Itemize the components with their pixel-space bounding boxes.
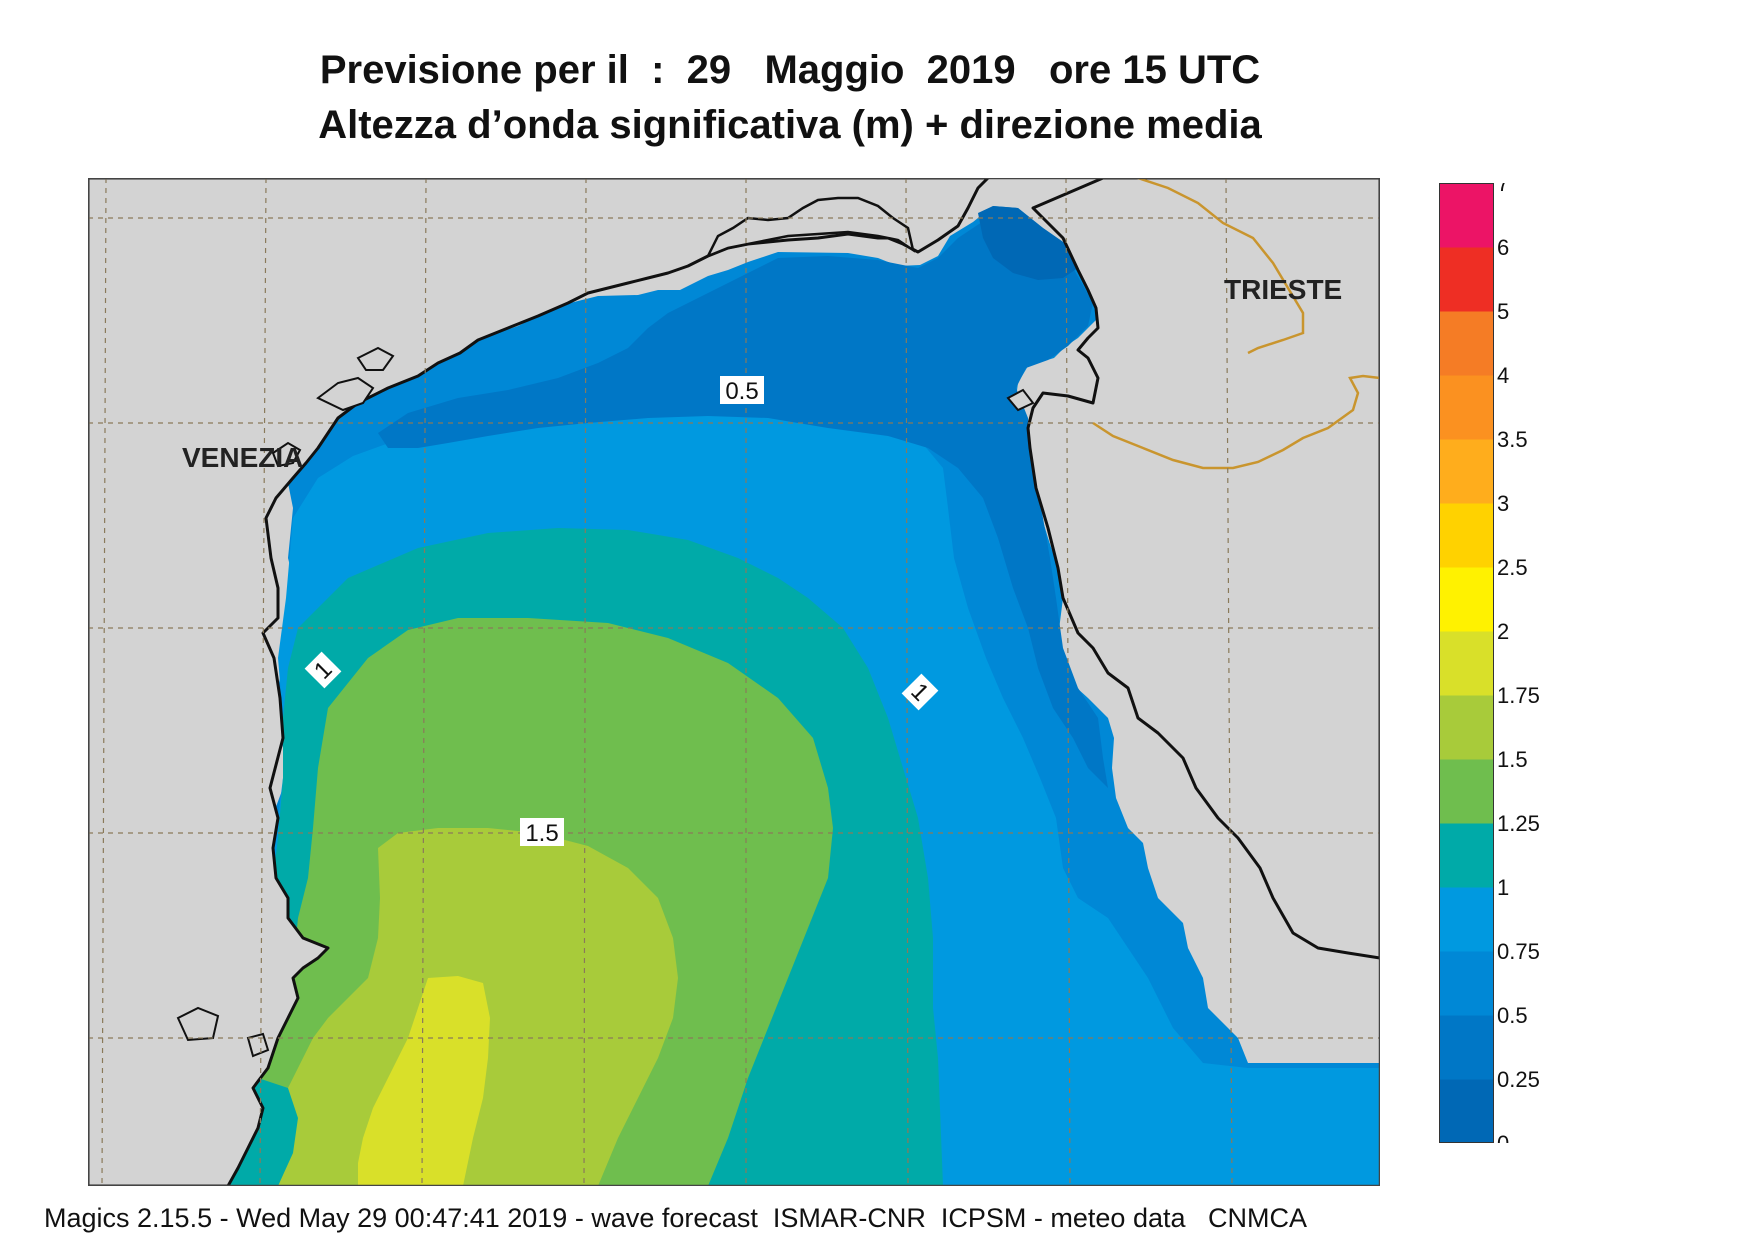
island-1 (316, 376, 375, 412)
legend-level-label: 2.5 (1497, 555, 1528, 580)
contour-label-1.5: 1.5 (525, 820, 558, 847)
grid-line (1225, 178, 1233, 1186)
legend-level-label: 0.5 (1497, 1003, 1528, 1028)
legend-swatch (1439, 311, 1494, 376)
legend-level-label: 1.75 (1497, 683, 1540, 708)
legend-level-label: 6 (1497, 235, 1509, 260)
land-istria (1026, 178, 1380, 960)
sea-band-0 (978, 206, 1078, 280)
city-label-venezia: VENEZIA (182, 442, 303, 473)
legend-level-label: 1 (1497, 875, 1509, 900)
legend-swatch (1439, 759, 1494, 824)
wave-map: 0.5 1 1 1.5 VENEZIA TRIESTE (88, 178, 1380, 1186)
sea-patch-sw (228, 1078, 298, 1186)
grid-line (583, 178, 587, 1186)
sea-band-1.75 (358, 976, 490, 1186)
legend-swatch (1439, 375, 1494, 440)
legend-swatch (1439, 1079, 1494, 1143)
legend-level-label: 1.5 (1497, 747, 1528, 772)
map-frame (88, 178, 1380, 1186)
legend-swatch (1439, 503, 1494, 568)
legend-swatch (1439, 951, 1494, 1016)
legend-level-label: 0 (1497, 1131, 1509, 1143)
footer-credits: Magics 2.15.5 - Wed May 29 00:47:41 2019… (44, 1203, 1307, 1233)
legend-level-label: 1.25 (1497, 811, 1540, 836)
island-6 (1006, 388, 1035, 412)
grid-line (101, 178, 107, 1186)
contour-label-0.5: 0.5 (725, 378, 758, 405)
legend-swatch (1439, 887, 1494, 952)
legend-swatch (1439, 1015, 1494, 1080)
legend-level-label: 4 (1497, 363, 1509, 388)
border-slovenia (1131, 178, 1305, 355)
grid-line (1065, 178, 1071, 1186)
legend-swatch (1439, 695, 1494, 760)
title-line-1: Previsione per il : 29 Maggio 2019 ore 1… (319, 48, 1261, 92)
legend-level-label: 5 (1497, 299, 1509, 324)
legend-swatch (1439, 439, 1494, 504)
legend-level-label: 3 (1497, 491, 1509, 516)
island-3 (356, 346, 395, 371)
island-2 (271, 441, 302, 468)
legend-level-label: 7 (1497, 183, 1509, 196)
legend-swatch (1439, 823, 1494, 888)
grid-line (259, 178, 267, 1186)
city-label-trieste: TRIESTE (1224, 274, 1342, 305)
border-croatia (1092, 374, 1380, 470)
island-4 (176, 1006, 220, 1042)
legend-level-label: 0.75 (1497, 939, 1540, 964)
legend-swatch (1439, 247, 1494, 312)
legend-level-label: 2 (1497, 619, 1509, 644)
color-legend: 0 0.25 0.5 0.75 1 1.25 1.5 1.75 2 2.5 3 3.5 4 5 6 7 (1439, 183, 1540, 1143)
legend-level-label: 3.5 (1497, 427, 1528, 452)
legend-swatch (1439, 631, 1494, 696)
legend-swatch (1439, 567, 1494, 632)
grid-line (421, 178, 427, 1186)
island-5 (246, 1032, 270, 1058)
sea-band-0.25 (378, 218, 1108, 788)
legend-level-label: 0.25 (1497, 1067, 1540, 1092)
land-venice-coast (88, 178, 990, 1186)
title-line-2: Altezza d’onda significativa (m) + direz… (318, 103, 1262, 147)
legend-swatch (1439, 183, 1494, 248)
grid-line (905, 178, 909, 1186)
